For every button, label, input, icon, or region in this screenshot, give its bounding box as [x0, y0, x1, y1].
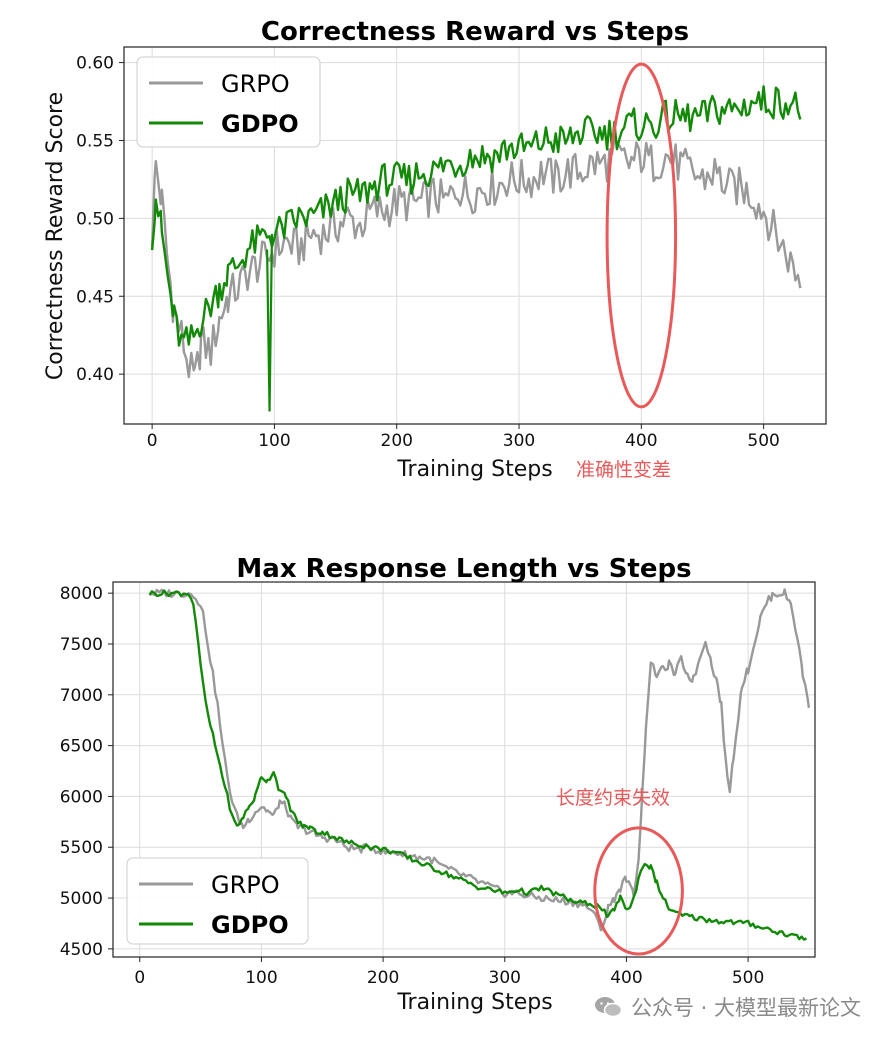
y-tick-label: 0.55	[76, 131, 114, 151]
x-tick-label: 500	[747, 431, 779, 451]
legend-label: GRPO	[211, 871, 280, 899]
legend: GRPO GDPO	[136, 56, 321, 148]
plot-frame	[112, 581, 816, 958]
y-tick-label: 7000	[60, 686, 103, 706]
annotation-text: 长度约束失效	[556, 787, 670, 809]
x-tick-label: 200	[381, 431, 413, 451]
x-axis-label: Training Steps	[396, 457, 552, 482]
chart-title: Max Response Length vs Steps	[236, 554, 691, 584]
wechat-icon	[594, 997, 623, 1018]
x-tick-label: 400	[610, 968, 642, 988]
y-tick-label: 0.45	[76, 287, 114, 307]
y-tick-label: 5500	[60, 838, 103, 858]
series-line-gdpo	[148, 589, 808, 941]
y-axis-label: Correctness Reward Score	[43, 92, 68, 380]
series-line-grpo	[148, 588, 811, 932]
x-tick-label: 100	[258, 431, 290, 451]
annotation-text: 准确性变差	[576, 459, 671, 481]
annotation-ellipse	[605, 62, 678, 409]
x-tick-label: 0	[147, 431, 158, 451]
x-tick-label: 400	[625, 431, 657, 451]
y-tick-label: 0.40	[76, 365, 114, 385]
legend: GRPO GDPO	[126, 857, 309, 945]
x-tick-label: 300	[503, 431, 535, 451]
y-tick-label: 6000	[60, 787, 103, 807]
watermark-text: 公众号 · 大模型最新论文	[630, 996, 861, 1020]
y-tick-label: 5000	[60, 889, 103, 909]
y-tick-label: 6500	[60, 737, 103, 757]
legend-label: GDPO	[211, 911, 289, 939]
x-tick-label: 200	[367, 968, 399, 988]
y-tick-label: 0.60	[76, 54, 114, 74]
plot-frame	[123, 46, 827, 425]
annotation-ellipse	[593, 826, 684, 956]
series-spike	[265, 233, 274, 412]
y-tick-label: 4500	[60, 940, 103, 960]
watermark: 公众号 · 大模型最新论文	[593, 992, 861, 1022]
series-line-grpo	[150, 138, 802, 379]
y-tick-label: 0.50	[76, 209, 114, 229]
chart-1: 0 100 200 300 400 500 0.40 0.45 0.50 0.55 0.60 Corr…	[43, 17, 827, 482]
legend-label: GDPO	[221, 110, 299, 138]
chart-title: Correctness Reward vs Steps	[261, 17, 689, 47]
legend-label: GRPO	[221, 70, 290, 98]
x-axis-label: Training Steps	[396, 990, 552, 1015]
x-tick-label: 500	[732, 968, 764, 988]
chart-2: 0 100 200 300 400 500 4500 5000 5500 6000 6500 7000…	[60, 554, 816, 1015]
y-tick-label: 7500	[60, 635, 103, 655]
x-tick-label: 300	[489, 968, 521, 988]
x-tick-label: 100	[245, 968, 277, 988]
series-line-gdpo	[150, 85, 802, 347]
x-tick-label: 0	[134, 968, 145, 988]
y-tick-label: 8000	[60, 584, 103, 604]
